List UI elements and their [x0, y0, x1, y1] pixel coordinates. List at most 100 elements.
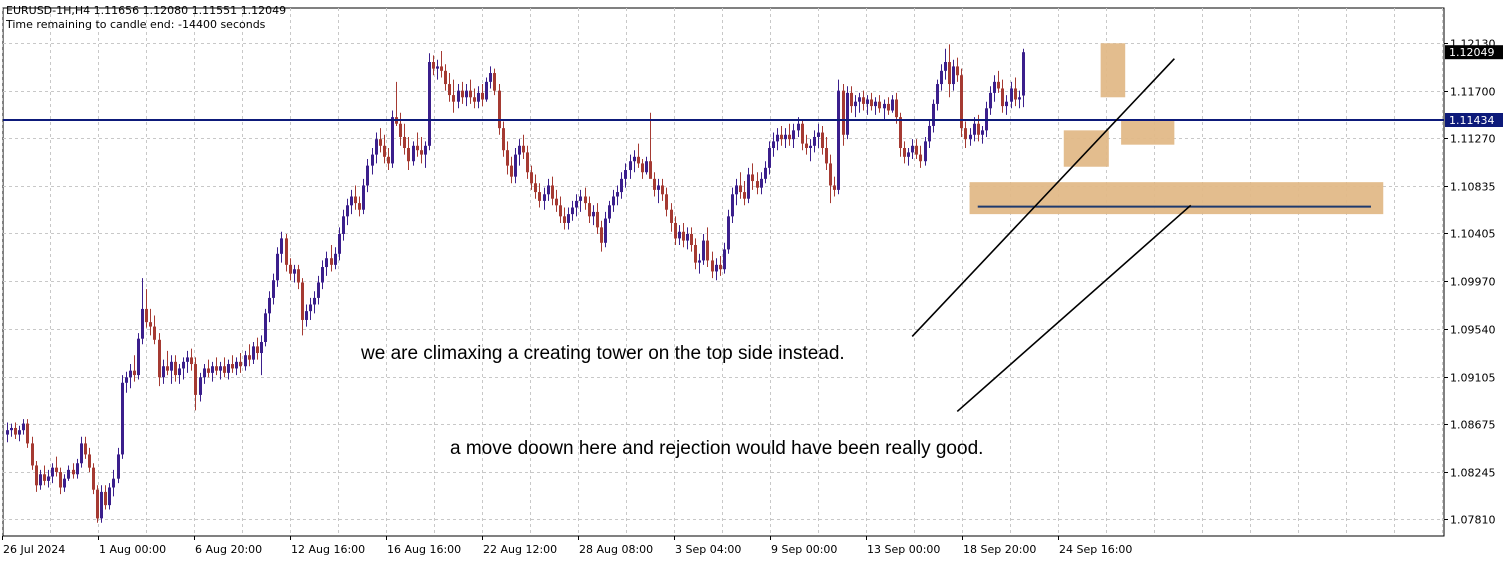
candle [735, 178, 738, 206]
candle [1014, 77, 1017, 107]
candle-body [59, 472, 62, 488]
y-tick-label: 1.07810 [1450, 514, 1496, 527]
candle [149, 308, 152, 336]
candle-body [518, 145, 521, 155]
candle [1010, 81, 1013, 109]
candle-body [833, 185, 836, 190]
candle [989, 86, 992, 115]
candle [416, 132, 419, 157]
candle-body [878, 101, 881, 109]
candle [80, 436, 83, 468]
candle [678, 225, 681, 245]
candle [334, 247, 337, 270]
candle-body [330, 258, 333, 265]
candle-body [211, 366, 214, 373]
candle [919, 145, 922, 168]
candle [760, 172, 763, 195]
candle [100, 485, 103, 523]
candle-body [969, 134, 972, 140]
candle [59, 467, 62, 495]
candle [592, 205, 595, 226]
candle [117, 447, 120, 484]
candle-body [526, 152, 529, 173]
candle-body [952, 66, 955, 85]
candle [227, 359, 230, 380]
candle-body [514, 154, 517, 177]
candle [436, 59, 439, 80]
candle-body [100, 491, 103, 519]
candle-body [502, 128, 505, 151]
candle [530, 165, 533, 190]
candle [125, 371, 128, 393]
candle-body [735, 185, 738, 195]
candle-body [362, 185, 365, 210]
candle-body [301, 282, 304, 320]
candle-body [964, 128, 967, 140]
candle [575, 194, 578, 217]
candle-body [39, 474, 42, 486]
candle [76, 458, 79, 479]
candle-body [88, 454, 91, 468]
candle [330, 244, 333, 272]
candle [870, 92, 873, 111]
candle-body [162, 366, 165, 378]
candle-body [366, 165, 369, 186]
candle-body [706, 240, 709, 261]
candle-body [895, 99, 898, 118]
candle-body [22, 423, 25, 431]
candle-body [563, 216, 566, 223]
candle [878, 95, 881, 113]
candle [162, 359, 165, 384]
candle-body [653, 178, 656, 190]
candle [751, 163, 754, 190]
candle-body [776, 134, 779, 142]
symbol-info: EURUSD-1H,H4 1.11656 1.12080 1.11551 1.1… [6, 4, 287, 17]
candle [837, 79, 840, 195]
candle-body [276, 253, 279, 281]
candle [358, 196, 361, 217]
candle [199, 372, 202, 402]
candle-body [600, 227, 603, 243]
candle-body [801, 123, 804, 144]
candle-body [170, 361, 173, 371]
candle-body [424, 145, 427, 155]
candle [63, 474, 66, 492]
candle [690, 227, 693, 252]
candle [190, 348, 193, 371]
candle [489, 66, 492, 89]
candle-body [555, 198, 558, 206]
candle [924, 136, 927, 166]
candle [215, 357, 218, 376]
candle [461, 81, 464, 104]
candle-body [215, 366, 218, 371]
candle [498, 84, 501, 135]
candle-body [72, 469, 75, 475]
candle-body [510, 165, 513, 177]
candle-body [342, 216, 345, 234]
candle [825, 136, 828, 171]
candle [1001, 79, 1004, 113]
candle-body [551, 185, 554, 199]
candle [22, 419, 25, 435]
candle [817, 123, 820, 148]
candle-body [772, 141, 775, 148]
candle [219, 361, 222, 380]
trendline-2 [956, 204, 1192, 413]
candle-body [809, 145, 812, 148]
candle-body [96, 489, 99, 519]
candle-body [182, 361, 185, 369]
candle [211, 361, 214, 382]
candle [280, 231, 283, 263]
candle [813, 130, 816, 153]
candle-body [67, 469, 70, 479]
y-tick-label: 1.10835 [1450, 181, 1496, 194]
x-tick-label: 16 Aug 16:00 [387, 543, 461, 556]
candle [788, 123, 791, 146]
candle-body [186, 357, 189, 362]
candle [248, 344, 251, 367]
candle [932, 99, 935, 133]
candle-body [960, 75, 963, 129]
candle-body [547, 185, 550, 195]
candle [305, 304, 308, 327]
